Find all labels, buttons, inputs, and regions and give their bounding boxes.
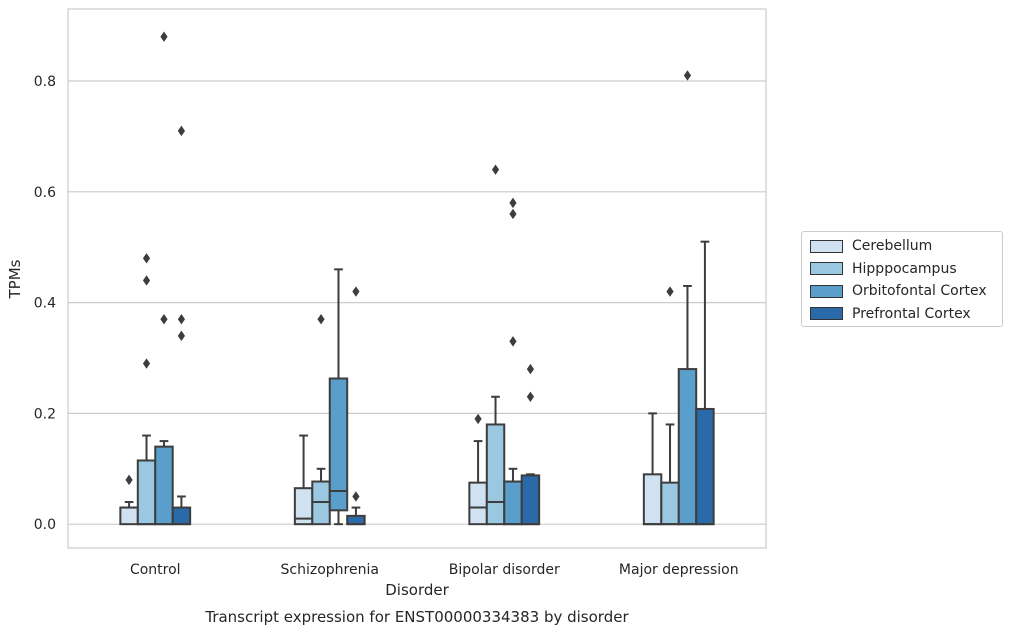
- y-tick-label: 0.6: [34, 185, 56, 201]
- box-body: [520, 474, 541, 526]
- x-tick-label: Control: [130, 562, 181, 578]
- outlier-point: [352, 286, 360, 297]
- y-tick-label: 0.0: [34, 517, 56, 533]
- x-axis-ticks: Control Schizophrenia Bipolar disorder Majo…: [130, 562, 739, 578]
- box-prefrontal-cortex: [695, 240, 715, 526]
- outlier-point: [509, 197, 517, 209]
- box-hipppocampus: [136, 253, 157, 526]
- outlier-point: [177, 330, 186, 342]
- legend: Cerebellum Hipppocampus Orbitofontal Corte…: [801, 231, 1003, 327]
- x-tick-label: Schizophrenia: [281, 562, 379, 578]
- legend-swatch: [810, 284, 843, 298]
- x-tick-label: Major depression: [619, 562, 739, 578]
- outlier-point: [142, 358, 151, 369]
- box-orbitofontal-cortex: [677, 70, 698, 526]
- box-body: [154, 445, 174, 526]
- outlier-point: [160, 31, 168, 42]
- box-hipppocampus: [311, 314, 331, 526]
- outlier-point: [177, 314, 186, 325]
- box-prefrontal-cortex: [171, 125, 192, 526]
- box-body: [328, 377, 349, 512]
- legend-label: Prefrontal Cortex: [852, 305, 971, 322]
- box-body: [119, 506, 139, 526]
- outlier-point: [491, 164, 500, 175]
- legend-label: Hipppocampus: [852, 260, 957, 277]
- box-body: [677, 368, 698, 526]
- box-body: [503, 480, 523, 526]
- box-body: [660, 481, 680, 526]
- box-cerebellum: [468, 413, 488, 526]
- box-body: [485, 423, 506, 526]
- outlier-point: [352, 491, 360, 502]
- box-body: [136, 459, 157, 526]
- outlier-point: [526, 391, 535, 402]
- box-cerebellum: [293, 434, 314, 526]
- outlier-point: [509, 208, 517, 220]
- box-hipppocampus: [485, 164, 506, 526]
- x-axis-label: Disorder: [385, 581, 449, 599]
- legend-swatch: [810, 262, 843, 276]
- box-prefrontal-cortex: [346, 286, 366, 526]
- outlier-point: [666, 286, 674, 297]
- outlier-point: [142, 275, 151, 286]
- outlier-point: [125, 474, 133, 486]
- outlier-point: [142, 253, 151, 264]
- box-plot-area: [119, 31, 715, 526]
- outlier-point: [474, 413, 482, 425]
- legend-item: Orbitofontal Cortex: [810, 280, 1002, 303]
- legend-item: Hipppocampus: [810, 258, 1002, 281]
- y-tick-label: 0.4: [34, 296, 56, 312]
- legend-label: Orbitofontal Cortex: [852, 283, 987, 300]
- y-tick-label: 0.8: [34, 74, 56, 90]
- box-cerebellum: [642, 412, 663, 526]
- box-body: [642, 473, 663, 526]
- y-axis-ticks: 0.0 0.2 0.4 0.6 0.8: [34, 74, 56, 533]
- legend-swatch: [810, 239, 843, 253]
- outlier-point: [683, 70, 692, 81]
- outlier-point: [160, 314, 168, 325]
- box-orbitofontal-cortex: [503, 197, 523, 526]
- box-body: [346, 514, 366, 526]
- box-body: [695, 407, 715, 526]
- plot-frame: [67, 8, 767, 549]
- y-axis-label: TPMs: [6, 259, 24, 299]
- box-orbitofontal-cortex: [154, 31, 174, 526]
- outlier-point: [317, 314, 325, 325]
- legend-swatch: [810, 307, 843, 321]
- legend-label: Cerebellum: [852, 238, 933, 255]
- legend-item: Cerebellum: [810, 235, 1002, 258]
- outlier-point: [509, 336, 517, 347]
- box-cerebellum: [119, 474, 139, 526]
- x-tick-label: Bipolar disorder: [449, 562, 560, 578]
- outlier-point: [526, 363, 535, 375]
- y-tick-label: 0.2: [34, 406, 56, 422]
- outlier-point: [177, 125, 186, 137]
- box-body: [171, 506, 192, 526]
- legend-item: Prefrontal Cortex: [810, 303, 1002, 326]
- chart-caption: Transcript expression for ENST0000033438…: [204, 608, 629, 626]
- box-body: [468, 481, 488, 526]
- box-orbitofontal-cortex: [328, 268, 349, 526]
- box-prefrontal-cortex: [520, 363, 541, 526]
- box-hipppocampus: [660, 286, 680, 526]
